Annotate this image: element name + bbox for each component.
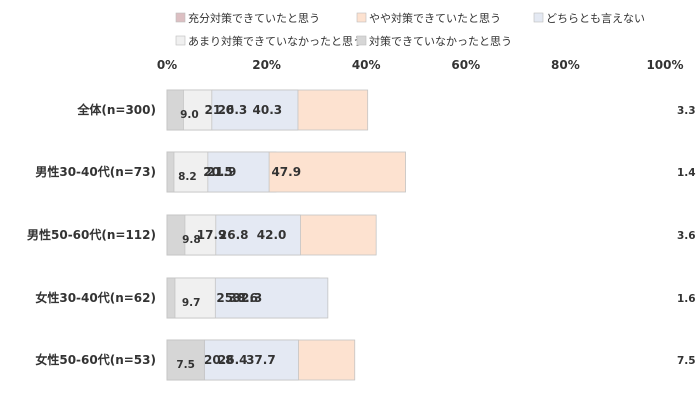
- category-labels: 全体(n=300) 男性30-40代(n=73) 男性50-60代(n=112) 女性…: [27, 102, 156, 367]
- x-tick-label: 20%: [252, 58, 281, 72]
- data-label: 9.7: [182, 297, 201, 309]
- data-label: 9.0: [180, 109, 199, 121]
- bar-segment: [166, 89, 184, 131]
- data-label: 25.8: [216, 291, 246, 305]
- data-label: 3.3: [677, 105, 696, 117]
- data-label: 21.9: [207, 165, 237, 179]
- data-label: 9.8: [182, 234, 201, 246]
- legend-label: 充分対策できていたと思う: [188, 11, 320, 25]
- category-label: 女性50-60代(n=53): [35, 352, 156, 367]
- data-label: 42.0: [257, 228, 287, 242]
- x-tick-label: 40%: [352, 58, 381, 72]
- bar-segment: [166, 151, 175, 193]
- data-label: 8.2: [178, 171, 197, 183]
- legend-swatch: [356, 35, 367, 46]
- bar-segment: [166, 277, 176, 319]
- legend-swatch: [533, 12, 544, 23]
- x-tick-label: 80%: [551, 58, 580, 72]
- data-label: 7.5: [176, 359, 195, 371]
- data-label: 40.3: [253, 103, 283, 117]
- data-label: 20.5: [203, 165, 233, 179]
- legend-label: あまり対策できていなかったと思う: [188, 34, 364, 48]
- data-label: 3.6: [677, 230, 696, 242]
- data-label: 21.0: [204, 103, 234, 117]
- legend-swatch: [175, 12, 186, 23]
- legend-swatch: [356, 12, 367, 23]
- legend-label: 対策できていなかったと思う: [369, 34, 512, 48]
- x-tick-label: 100%: [646, 58, 683, 72]
- data-labels: 21.0 40.3 26.3 9.0 3.3 21.9 47.9 20.5 8.2 1.4 17.9…: [176, 103, 695, 371]
- bar-segment: [166, 339, 205, 381]
- category-label: 男性30-40代(n=73): [35, 164, 156, 179]
- data-label: 32.3: [233, 291, 263, 305]
- data-label: 26.8: [219, 228, 249, 242]
- category-label: 全体(n=300): [76, 102, 156, 117]
- data-label: 1.6: [677, 293, 696, 305]
- legend-label: どちらとも言えない: [546, 12, 645, 25]
- bar-segment: [166, 214, 186, 256]
- data-label: 20.8: [204, 353, 234, 367]
- x-axis: 0% 20% 40% 60% 80% 100%: [157, 58, 684, 72]
- data-label: 47.9: [271, 165, 301, 179]
- data-label: 1.4: [677, 167, 696, 179]
- data-label: 7.5: [677, 355, 696, 367]
- data-label: 30.6: [228, 291, 258, 305]
- legend: 充分対策できていたと思う やや対策できていたと思う どちらとも言えないあまり対策でき…: [175, 11, 645, 48]
- x-tick-label: 0%: [157, 58, 177, 72]
- data-label: 26.4: [218, 353, 248, 367]
- legend-swatch: [175, 35, 186, 46]
- bars: [166, 89, 406, 381]
- data-label: 26.3: [218, 103, 248, 117]
- category-label: 女性30-40代(n=62): [35, 290, 156, 305]
- x-tick-label: 60%: [451, 58, 480, 72]
- category-label: 男性50-60代(n=112): [27, 227, 156, 242]
- data-label: 17.9: [197, 228, 227, 242]
- legend-label: やや対策できていたと思う: [369, 11, 501, 25]
- data-label: 37.7: [246, 353, 276, 367]
